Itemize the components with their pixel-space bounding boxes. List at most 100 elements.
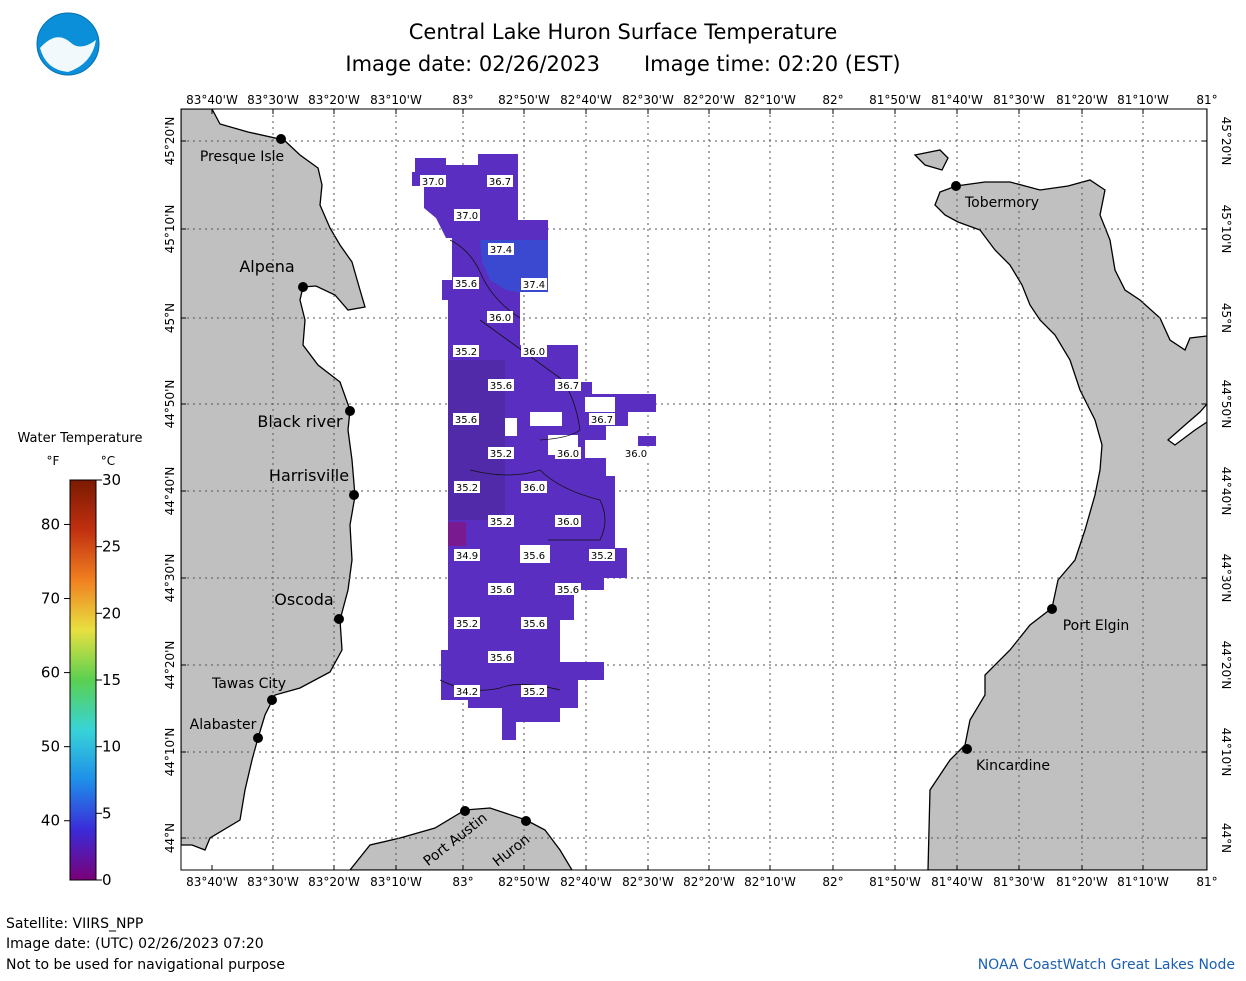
lon-label-bottom: 82° bbox=[822, 875, 843, 889]
lon-label-bottom: 81°40'W bbox=[931, 875, 983, 889]
place-label-black-river: Black river bbox=[257, 412, 343, 431]
svg-text:35.6: 35.6 bbox=[490, 585, 512, 596]
sst-patch bbox=[638, 436, 656, 446]
legend-f-tick: 60 bbox=[41, 664, 60, 682]
lat-label-right: 45°10'N bbox=[1219, 205, 1233, 254]
lat-label-left: 45°N bbox=[163, 303, 177, 333]
place-marker-port-austin bbox=[460, 806, 470, 816]
temperature-labels: 37.0 36.7 37.0 37.4 35.6 37.4 36.0 35.2 36.0 35.6… bbox=[420, 175, 649, 698]
temperature-label: 35.6 bbox=[488, 379, 514, 392]
legend-c-tick: 15 bbox=[102, 671, 121, 689]
temperature-label: 35.6 bbox=[521, 549, 547, 562]
lon-label-top: 82° bbox=[822, 93, 843, 107]
legend-f-unit: °F bbox=[47, 454, 60, 468]
lat-label-right: 44°40'N bbox=[1219, 467, 1233, 516]
island bbox=[913, 149, 949, 171]
image-time: Image time: 02:20 (EST) bbox=[643, 52, 901, 76]
map-frame bbox=[180, 108, 1208, 871]
svg-text:37.0: 37.0 bbox=[456, 211, 478, 222]
place-marker-port-elgin bbox=[1047, 604, 1057, 614]
temperature-label: 35.2 bbox=[589, 549, 615, 562]
lon-label-top: 82°40'W bbox=[560, 93, 612, 107]
temperature-label: 35.6 bbox=[488, 651, 514, 664]
legend-c-tick: 10 bbox=[102, 738, 121, 756]
place-marker-black-river bbox=[345, 406, 355, 416]
svg-text:35.2: 35.2 bbox=[490, 517, 512, 528]
lon-label-top: 81° bbox=[1196, 93, 1217, 107]
temperature-label: 35.2 bbox=[454, 481, 480, 494]
lon-labels-top: 83°40'W 83°30'W 83°20'W 83°10'W 83° 82°50'W 82… bbox=[186, 93, 1217, 107]
lat-labels-left: 45°20'N 45°10'N 45°N 44°50'N 44°40'N 44°30'N 4… bbox=[163, 117, 177, 854]
lat-label-left: 44°30'N bbox=[163, 554, 177, 603]
ontario-land bbox=[927, 109, 1207, 870]
lon-label-bottom: 83°30'W bbox=[247, 875, 299, 889]
lat-label-right: 44°30'N bbox=[1219, 554, 1233, 603]
temperature-label: 35.6 bbox=[453, 277, 479, 290]
svg-text:36.0: 36.0 bbox=[625, 449, 647, 460]
svg-text:36.7: 36.7 bbox=[489, 177, 511, 188]
place-label-kincardine: Kincardine bbox=[976, 758, 1050, 774]
temperature-label: 36.0 bbox=[521, 345, 547, 358]
temperature-label: 36.0 bbox=[623, 447, 649, 460]
lon-label-bottom: 82°30'W bbox=[622, 875, 674, 889]
lon-label-bottom: 81°20'W bbox=[1056, 875, 1108, 889]
svg-text:37.4: 37.4 bbox=[490, 245, 512, 256]
temperature-label: 36.0 bbox=[521, 481, 547, 494]
temperature-label: 36.0 bbox=[487, 311, 513, 324]
place-label-oscoda: Oscoda bbox=[274, 590, 333, 609]
sst-region bbox=[412, 154, 656, 740]
svg-text:35.6: 35.6 bbox=[557, 585, 579, 596]
temperature-label: 35.2 bbox=[488, 515, 514, 528]
svg-text:37.4: 37.4 bbox=[523, 280, 545, 291]
lon-label-top: 83°10'W bbox=[370, 93, 422, 107]
place-marker-presque-isle bbox=[276, 134, 286, 144]
temperature-label: 35.2 bbox=[454, 617, 480, 630]
lon-label-bottom: 83° bbox=[452, 875, 473, 889]
legend-f-tick: 80 bbox=[41, 515, 60, 533]
lat-label-right: 44°50'N bbox=[1219, 380, 1233, 429]
lon-label-top: 81°20'W bbox=[1056, 93, 1108, 107]
lon-label-bottom: 82°50'W bbox=[498, 875, 550, 889]
place-label-presque-isle: Presque Isle bbox=[200, 149, 284, 165]
lat-label-right: 44°10'N bbox=[1219, 728, 1233, 777]
svg-text:35.6: 35.6 bbox=[455, 279, 477, 290]
svg-text:37.0: 37.0 bbox=[422, 177, 444, 188]
legend-c-unit: °C bbox=[101, 454, 115, 468]
svg-text:34.9: 34.9 bbox=[456, 551, 478, 562]
temperature-label: 37.0 bbox=[454, 209, 480, 222]
lat-label-left: 45°10'N bbox=[163, 205, 177, 254]
svg-text:35.2: 35.2 bbox=[490, 449, 512, 460]
credit-label: NOAA CoastWatch Great Lakes Node bbox=[977, 957, 1235, 973]
noaa-logo bbox=[36, 12, 100, 76]
lat-label-right: 44°20'N bbox=[1219, 641, 1233, 690]
temperature-label: 37.4 bbox=[521, 278, 547, 291]
temperature-label: 35.6 bbox=[488, 583, 514, 596]
utc-date-label: Image date: (UTC) 02/26/2023 07:20 bbox=[6, 936, 264, 952]
lat-label-left: 44°20'N bbox=[163, 641, 177, 690]
lat-label-right: 45°N bbox=[1219, 303, 1233, 333]
lon-label-bottom: 81° bbox=[1196, 875, 1217, 889]
lon-label-bottom: 81°10'W bbox=[1117, 875, 1169, 889]
temperature-label: 36.7 bbox=[589, 413, 615, 426]
navigation-warning: Not to be used for navigational purpose bbox=[6, 957, 285, 973]
thumb-land bbox=[349, 807, 573, 870]
legend-c-tick: 20 bbox=[102, 604, 121, 622]
svg-text:35.2: 35.2 bbox=[591, 551, 613, 562]
temperature-label: 37.4 bbox=[488, 243, 514, 256]
map-title: Central Lake Huron Surface Temperature bbox=[408, 20, 838, 44]
lat-labels-right: 45°20'N 45°10'N 45°N 44°50'N 44°40'N 44°30'N 4… bbox=[1219, 117, 1233, 854]
image-datetime: Image date: 02/26/2023 Image time: 02:20 … bbox=[0, 52, 1246, 76]
legend-f-ticks: 80 70 60 50 40 bbox=[41, 515, 70, 830]
lon-label-top: 83°40'W bbox=[186, 93, 238, 107]
temperature-label: 34.2 bbox=[454, 685, 480, 698]
place-marker-alpena bbox=[298, 282, 308, 292]
lon-label-bottom: 81°30'W bbox=[993, 875, 1045, 889]
lon-label-bottom: 82°10'W bbox=[744, 875, 796, 889]
cloud-gap bbox=[505, 418, 517, 436]
lon-label-top: 81°30'W bbox=[993, 93, 1045, 107]
legend-title: Water Temperature bbox=[18, 431, 143, 446]
place-label-alpena: Alpena bbox=[239, 257, 294, 276]
image-date: Image date: 02/26/2023 bbox=[345, 52, 600, 76]
svg-text:36.0: 36.0 bbox=[489, 313, 511, 324]
